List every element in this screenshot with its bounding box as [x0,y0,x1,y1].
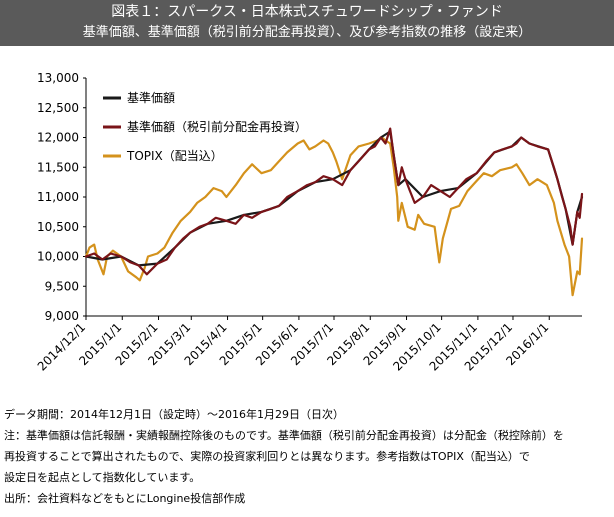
line-chart: 13,000 12,500 12,000 11,500 11,000 10,500 10,0… [35,71,584,374]
y-tick-label: 10,500 [37,220,79,234]
topix-line [84,136,584,297]
figure-title: 図表１：スパークス・日本株式スチュワードシップ・ファンド [111,4,503,20]
source-note: 出所：会社資料などをもとにLongine投信部作成 [4,492,246,505]
x-tick-label: 2014/12/1 [35,320,88,373]
y-tick-label: 12,500 [37,101,79,115]
figure-header: 図表１：スパークス・日本株式スチュワードシップ・ファンド 基準価額、基準価額（税… [0,0,614,46]
y-tick-label: 11,500 [37,160,79,174]
y-tick-label: 12,000 [37,131,79,145]
legend-nav-label: 基準価額 [127,90,175,105]
fund-note-line-2: 再投資することで算出されたもので、実際の投資家利回りとは異なります。参考指数はT… [4,450,530,463]
notes-block: データ期間：2014年12月1日（設定時）～2016年1月29日（日次） 注：基… [4,404,610,509]
y-tick-label: 11,000 [37,190,79,204]
legend-topix-label: TOPIX（配当込） [126,149,223,163]
fund-note-line-3: 設定日を起点として指数化しています。 [4,471,201,484]
data-period-note: データ期間：2014年12月1日（設定時）～2016年1月29日（日次） [4,408,344,421]
fund-note-line-1: 注：基準価額は信託報酬・実績報酬控除後のものです。基準価額（税引前分配金再投資）… [4,429,564,442]
legend-nav-reinvested-label: 基準価額（税引前分配金再投資） [127,119,307,134]
nav-reinvested-line [84,127,584,276]
y-tick-label: 9,000 [45,309,79,323]
figure-subtitle: 基準価額、基準価額（税引前分配金再投資）、及び参考指数の推移（設定来） [82,25,532,40]
y-tick-label: 10,000 [37,250,79,264]
y-tick-label: 9,500 [45,279,79,293]
y-tick-label: 13,000 [37,71,79,85]
